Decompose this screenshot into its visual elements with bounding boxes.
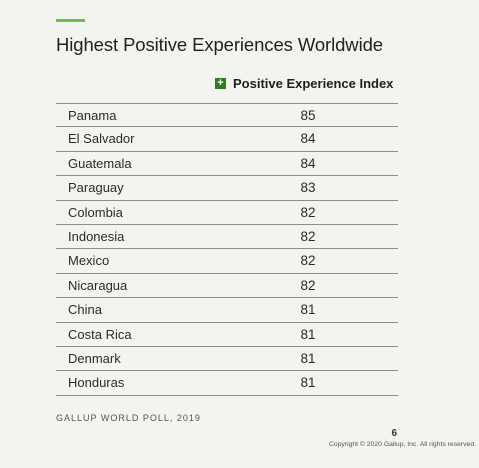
table-row: Indonesia 82	[56, 225, 398, 250]
country-name: Panama	[68, 108, 117, 123]
country-name: Denmark	[68, 350, 121, 366]
copyright-notice: Copyright © 2020 Gallup, Inc. All rights…	[328, 441, 476, 448]
country-name: Mexico	[68, 253, 110, 269]
source-note: GALLUP WORLD POLL, 2019	[56, 413, 201, 423]
index-value: 82	[300, 253, 316, 269]
index-value: 85	[300, 108, 316, 123]
country-name: Guatemala	[68, 155, 132, 171]
index-value: 83	[300, 180, 316, 196]
country-name: Indonesia	[68, 228, 125, 244]
table-row: Panama 85	[56, 103, 398, 128]
country-name: Costa Rica	[68, 326, 132, 342]
index-value: 82	[300, 204, 316, 220]
index-value: 84	[300, 131, 316, 147]
title-accent-bar	[56, 19, 85, 22]
table-row: Mexico 82	[56, 249, 398, 274]
index-value: 82	[300, 277, 316, 293]
index-value: 81	[300, 350, 316, 366]
legend-plus-icon: +	[215, 78, 226, 89]
country-name: Nicaragua	[68, 277, 128, 293]
legend-label: Positive Experience Index	[233, 76, 394, 91]
table-row: Denmark 81	[56, 347, 398, 372]
country-name: Colombia	[68, 204, 123, 220]
table-row: Colombia 82	[56, 201, 398, 225]
table-row: Honduras 81	[56, 371, 398, 396]
country-name: China	[68, 302, 102, 318]
table-row: Costa Rica 81	[56, 323, 398, 347]
table-row: Nicaragua 82	[56, 274, 398, 299]
table-row: China 81	[56, 298, 398, 323]
index-value: 81	[300, 302, 316, 318]
table-row: Paraguay 83	[56, 176, 398, 201]
index-value: 82	[300, 228, 316, 244]
index-value: 84	[300, 155, 316, 171]
table-row: Guatemala 84	[56, 152, 398, 177]
table-row: El Salvador 84	[56, 127, 398, 152]
index-value: 81	[300, 375, 316, 391]
legend: + Positive Experience Index	[215, 76, 393, 91]
page-number: 6	[391, 428, 397, 439]
ranking-table: Panama 85 El Salvador 84 Guatemala 84 Paraguay…	[56, 103, 398, 396]
index-value: 81	[300, 326, 316, 342]
country-name: El Salvador	[68, 131, 135, 147]
page-title: Highest Positive Experiences Worldwide	[56, 34, 383, 55]
country-name: Paraguay	[68, 180, 124, 196]
country-name: Honduras	[68, 375, 125, 391]
